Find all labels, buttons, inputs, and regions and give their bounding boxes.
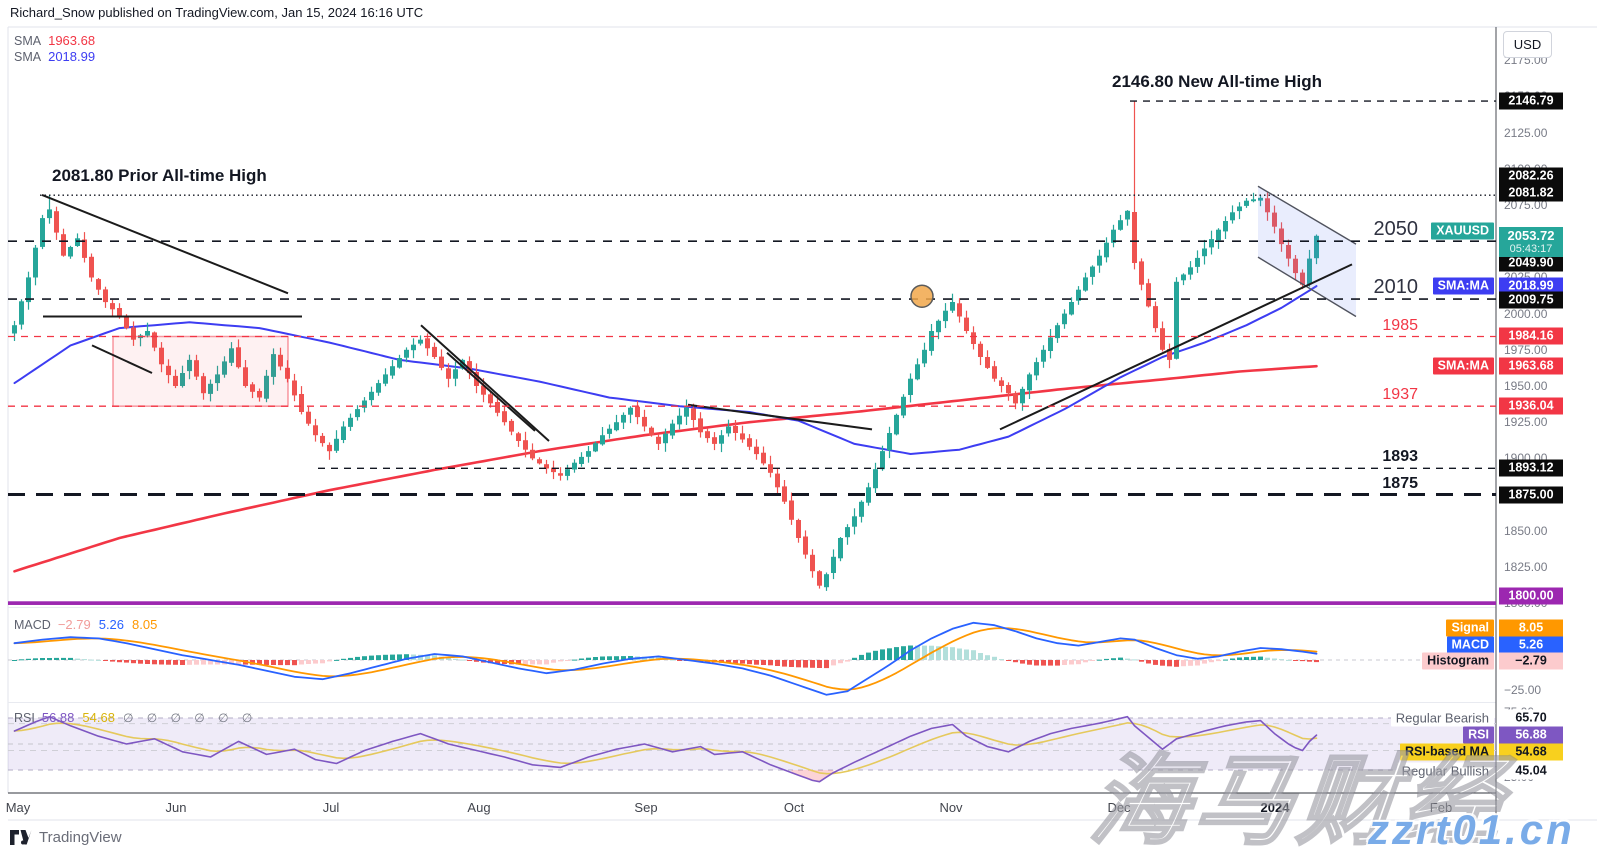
legend-rsi[interactable]: RSI 56.88 54.68 ∅ ∅ ∅ ∅ ∅ ∅ (14, 710, 257, 725)
price-tag-2081.82: 2081.82 (1499, 184, 1563, 202)
publish-line: Richard_Snow published on TradingView.co… (10, 5, 424, 20)
price-tag-2082.26: 2082.26 (1499, 167, 1563, 185)
price-tag-2146.79: 2146.79 (1499, 92, 1563, 110)
float-label-rsi-based-ma: RSI-based MA (1399, 743, 1494, 761)
month-label-feb: Feb (1429, 800, 1453, 815)
month-label-oct: Oct (783, 800, 805, 815)
price-tag-2049.90: 2049.90 (1499, 254, 1563, 272)
month-label-sep: Sep (634, 800, 658, 815)
price-tick-1825: 1825.00 (1504, 559, 1548, 574)
rsi-value: 56.88 (41, 710, 75, 725)
price-tick-2000: 2000.00 (1504, 306, 1548, 321)
price-tag-1984.16: 1984.16 (1499, 327, 1563, 345)
legend-macd[interactable]: MACD −2.79 5.26 8.05 (14, 617, 165, 632)
float-label-histogram: Histogram (1422, 652, 1494, 670)
price-tag-56.88: 56.88 (1499, 726, 1563, 744)
level-label-1985: 1985 (1382, 316, 1418, 334)
float-label-sma-ma: SMA:MA (1432, 277, 1494, 295)
price-tag-−2.79: −2.79 (1499, 652, 1563, 670)
price-tick-1850: 1850.00 (1504, 523, 1548, 538)
rsi-null-plots: ∅ ∅ ∅ ∅ ∅ ∅ (122, 711, 258, 725)
price-tag-54.68: 54.68 (1499, 743, 1563, 761)
float-label-sma-ma: SMA:MA (1432, 357, 1494, 375)
price-tick-2075: 2075.00 (1504, 198, 1548, 213)
level-label-2010: 2010 (1373, 276, 1419, 299)
price-tag-2009.75: 2009.75 (1499, 291, 1563, 309)
annotation-new-ath: 2146.80 New All-time High (1112, 72, 1323, 91)
float-label-xauusd: XAUUSD (1431, 222, 1494, 240)
currency-usd-button[interactable]: USD (1503, 31, 1552, 58)
price-tag-2018.99: 2018.99 (1499, 277, 1563, 295)
tradingview-logo-link[interactable]: TradingView (10, 829, 122, 846)
price-tag-8.05: 8.05 (1499, 619, 1563, 637)
level-label-1875: 1875 (1382, 474, 1418, 492)
level-label-1937: 1937 (1382, 386, 1418, 404)
tradingview-logo-icon (10, 830, 32, 845)
float-label-regular-bearish: Regular Bearish (1390, 709, 1494, 727)
sma-slow-value: 1963.68 (48, 33, 96, 48)
macd-tick--25: −25.00 (1504, 683, 1542, 697)
price-tag-5.26: 5.26 (1499, 636, 1563, 654)
price-tag-1936.04: 1936.04 (1499, 397, 1563, 415)
float-label-regular-bullish: Regular Bullish (1396, 762, 1494, 780)
price-tick-1975: 1975.00 (1504, 342, 1548, 357)
price-tag-1963.68: 1963.68 (1499, 357, 1563, 375)
level-label-2050: 2050 (1373, 218, 1419, 241)
macd-signal-value: 8.05 (132, 617, 158, 632)
rsi-ma-value: 54.68 (82, 710, 115, 725)
price-tick-2125: 2125.00 (1504, 125, 1548, 140)
bar-countdown: 05:43:17 (1509, 243, 1553, 255)
last-price: 2053.72 (1507, 228, 1555, 243)
month-label-dec: Dec (1107, 800, 1131, 815)
float-label-signal: Signal (1446, 619, 1494, 637)
legend-sma-slow[interactable]: SMA 1963.68 (14, 33, 103, 48)
price-tag-1800.00: 1800.00 (1499, 587, 1563, 605)
macd-value: 5.26 (98, 617, 125, 632)
rsi-label: RSI (14, 711, 35, 725)
sma-label: SMA (14, 50, 42, 64)
price-tick-1925: 1925.00 (1504, 415, 1548, 430)
symbol-price-tag: 2053.72 05:43:17 (1499, 227, 1563, 257)
price-tag-1893.12: 1893.12 (1499, 459, 1563, 477)
sma-fast-value: 2018.99 (48, 49, 96, 64)
month-label-aug: Aug (467, 800, 491, 815)
float-label-macd: MACD (1446, 636, 1494, 654)
month-label-nov: Nov (939, 800, 963, 815)
level-label-1893: 1893 (1382, 448, 1418, 466)
legend-sma-fast[interactable]: SMA 2018.99 (14, 49, 103, 64)
price-tick-1950: 1950.00 (1504, 378, 1548, 393)
sma-label: SMA (14, 34, 42, 48)
macd-label: MACD (14, 618, 51, 632)
month-label-may: May (5, 800, 31, 815)
month-label-2024: 2024 (1260, 800, 1290, 815)
price-tag-1875.00: 1875.00 (1499, 486, 1563, 504)
annotation-prior-ath: 2081.80 Prior All-time High (52, 166, 267, 185)
macd-histogram-value: −2.79 (57, 617, 91, 632)
price-tag-45.04: 45.04 (1499, 762, 1563, 780)
price-tag-65.70: 65.70 (1499, 709, 1563, 727)
month-label-jul: Jul (322, 800, 340, 815)
float-label-rsi: RSI (1463, 726, 1494, 744)
month-label-jun: Jun (165, 800, 187, 815)
tradingview-logo-text: TradingView (39, 829, 122, 846)
